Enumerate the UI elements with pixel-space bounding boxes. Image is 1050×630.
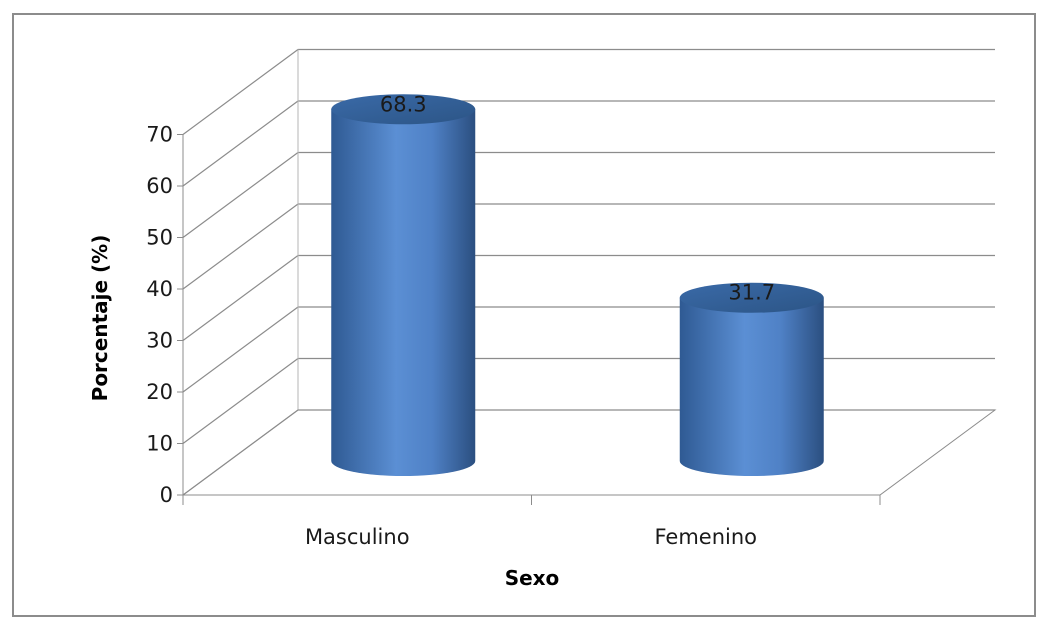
gridline — [182, 151, 995, 238]
bars — [331, 94, 824, 477]
y-tick-label: 70 — [146, 123, 173, 147]
bar-cap — [331, 94, 476, 125]
gridline — [182, 357, 995, 444]
gridline — [182, 306, 995, 393]
y-tick-label: 60 — [146, 174, 173, 198]
x-tick-label: Masculino — [305, 525, 410, 549]
data-label: 68.3 — [380, 92, 427, 116]
bar-body — [679, 297, 824, 477]
data-label: 31.7 — [728, 281, 775, 305]
x-tick-label: Femenino — [654, 525, 757, 549]
bar-cap — [679, 282, 824, 313]
gridline — [182, 100, 995, 187]
y-tick-label: 10 — [146, 432, 173, 456]
gridline — [182, 409, 995, 496]
gridline — [182, 203, 995, 290]
gridline — [182, 254, 995, 341]
bar-body — [331, 109, 476, 477]
gridlines — [182, 48, 995, 496]
labels: 0 10 20 30 40 50 60 70 68.3 Masculino 31.7 Femenino — [146, 92, 775, 549]
y-tick-label: 50 — [146, 226, 173, 250]
y-axis-title: Porcentaje (%) — [88, 235, 112, 402]
bar-femenino — [679, 282, 824, 477]
y-tick-label: 0 — [160, 483, 173, 507]
x-axis-title: Sexo — [505, 566, 560, 590]
gridline — [182, 48, 995, 135]
chart-floor — [181, 409, 997, 496]
y-tick-label: 20 — [146, 380, 173, 404]
bar-masculino — [331, 94, 476, 477]
axes — [177, 49, 997, 505]
y-tick-label: 30 — [146, 329, 173, 353]
y-tick-label: 40 — [146, 277, 173, 301]
